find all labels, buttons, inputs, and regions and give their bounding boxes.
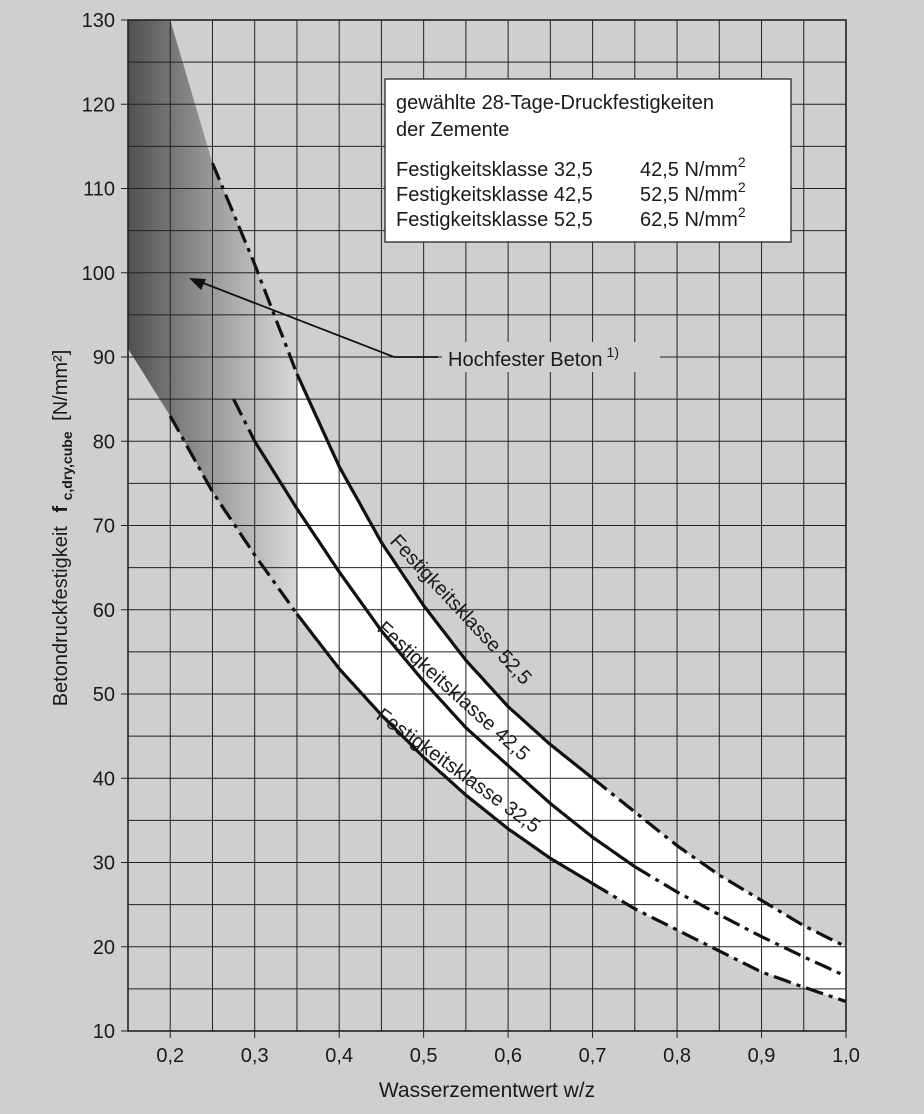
y-tick-label: 40 xyxy=(93,768,115,790)
y-tick-label: 110 xyxy=(83,179,115,201)
legend-row-klasse: Festigkeitsklasse 52,5 xyxy=(396,209,593,231)
curve-dashed-segment xyxy=(633,865,846,978)
x-tick-label: 0,4 xyxy=(325,1045,353,1067)
x-tick-label: 0,2 xyxy=(156,1045,184,1067)
y-tick-label: 10 xyxy=(93,1021,115,1043)
y-tick-label: 70 xyxy=(93,516,115,538)
x-tick-label: 0,8 xyxy=(663,1045,691,1067)
annotation-arrowhead xyxy=(189,278,206,290)
curve-dashed-segment xyxy=(232,398,257,443)
y-axis-label-subscript: c,dry,cube xyxy=(59,431,75,500)
x-tick-label: 0,6 xyxy=(494,1045,522,1067)
y-axis-label-unit: [N/mm²] xyxy=(50,350,72,421)
y-axis-label-symbol: f xyxy=(50,506,72,513)
strength-band xyxy=(296,373,846,1002)
x-tick-label: 1,0 xyxy=(832,1045,860,1067)
curve-dashed-segment xyxy=(591,882,846,1004)
legend-title-line1: gewählte 28-Tage-Druckfestigkeiten xyxy=(396,92,714,114)
legend-row-klasse: Festigkeitsklasse 42,5 xyxy=(396,184,593,206)
legend-row-wert: 62,5 N/mm2 xyxy=(640,204,746,231)
y-tick-label: 50 xyxy=(93,684,115,706)
legend-box: gewählte 28-Tage-Druckfestigkeiten der Z… xyxy=(384,78,792,243)
y-tick-label: 80 xyxy=(93,431,115,453)
y-tick-label: 100 xyxy=(82,263,115,285)
y-tick-label: 60 xyxy=(93,600,115,622)
curve-dashed-segment xyxy=(211,162,299,375)
x-axis-label: Wasserzementwert w/z xyxy=(379,1079,595,1102)
legend-row-wert: 42,5 N/mm2 xyxy=(640,154,746,181)
y-tick-label: 120 xyxy=(82,94,115,116)
curve-dashed-segment xyxy=(168,415,299,615)
legend-row-klasse: Festigkeitsklasse 32,5 xyxy=(396,159,593,181)
x-tick-label: 0,3 xyxy=(241,1045,269,1067)
y-axis-label: Betondruckfestigkeit f c,dry,cube [N/mm²… xyxy=(50,350,77,707)
curves xyxy=(168,162,846,1004)
svg-text:Betondruckfestigkeit f: Betondruckfestigkeit f c,dry,cube [N/mm²… xyxy=(50,350,77,707)
y-axis-ticks: 10 20 30 40 50 60 70 80 90 100 110 120 130 xyxy=(82,10,128,1043)
y-tick-label: 30 xyxy=(93,853,115,875)
y-tick-label: 90 xyxy=(93,347,115,369)
legend-row-wert: 52,5 N/mm2 xyxy=(640,179,746,206)
y-tick-label: 130 xyxy=(82,10,115,32)
annotation-hochfester-beton: Hochfester Beton 1) xyxy=(189,278,660,372)
curve-solid-segment xyxy=(295,373,594,780)
annotation-text: Hochfester Beton 1) xyxy=(448,344,619,371)
annotation-background xyxy=(442,342,660,372)
x-axis-ticks: 0,2 0,3 0,4 0,5 0,6 0,7 0,8 0,9 1,0 xyxy=(156,1031,860,1067)
y-axis-label-main: Betondruckfestigkeit xyxy=(50,526,72,707)
legend-box-frame xyxy=(384,78,792,243)
curve-solid-segment xyxy=(253,440,636,869)
x-tick-label: 0,5 xyxy=(410,1045,438,1067)
curve-solid-segment xyxy=(295,612,594,885)
x-tick-label: 0,9 xyxy=(748,1045,776,1067)
x-tick-label: 0,7 xyxy=(579,1045,607,1067)
legend-title-line2: der Zemente xyxy=(396,119,509,141)
annotation-leader-line xyxy=(197,280,438,358)
y-tick-label: 20 xyxy=(93,937,115,959)
